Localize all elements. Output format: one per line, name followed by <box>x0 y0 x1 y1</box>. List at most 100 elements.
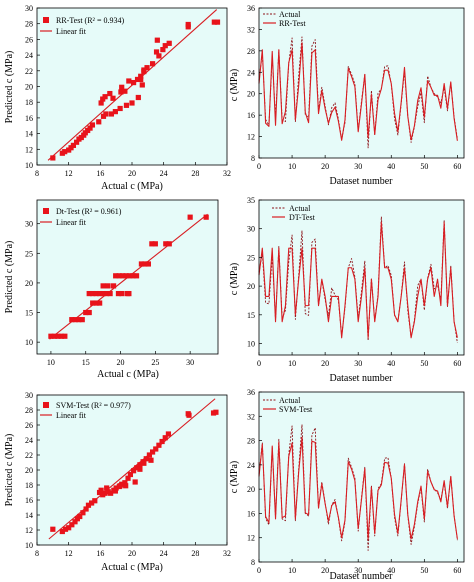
x-tick-label: 50 <box>420 566 428 575</box>
x-tick-label: 16 <box>96 549 104 558</box>
x-tick-label: 28 <box>191 169 199 178</box>
data-point <box>162 43 168 49</box>
y-tick-label: 12 <box>25 526 33 535</box>
data-point <box>55 333 61 339</box>
legend-scatter-label: SVM-Test (R² = 0.977) <box>56 401 131 410</box>
data-point <box>159 438 165 445</box>
y-tick-label: 25 <box>25 249 33 258</box>
legend-fit-label: Linear fit <box>56 218 87 227</box>
y-tick-label: 20 <box>25 279 33 288</box>
y-axis-label: c (MPa) <box>229 69 240 102</box>
data-point <box>122 88 128 94</box>
data-point <box>103 111 109 117</box>
y-tick-label: 8 <box>251 154 255 163</box>
data-point <box>92 498 98 504</box>
data-point <box>138 73 144 79</box>
data-point <box>152 241 158 247</box>
data-point <box>62 526 69 532</box>
x-tick-label: 20 <box>321 359 329 368</box>
data-point <box>119 290 125 297</box>
x-axis-label: Actual c (MPa) <box>101 181 163 192</box>
data-point <box>83 309 89 316</box>
data-point <box>166 241 172 247</box>
data-point <box>97 290 103 297</box>
data-point <box>100 290 106 297</box>
data-point <box>76 317 82 323</box>
y-tick-label: 14 <box>25 130 33 139</box>
y-tick-label: 26 <box>25 35 33 44</box>
legend-fit-label: Linear fit <box>56 411 87 420</box>
data-point <box>117 483 123 489</box>
y-tick-label: 20 <box>247 485 255 494</box>
y-tick-label: 16 <box>25 496 33 505</box>
data-point <box>156 442 162 448</box>
x-tick-label: 24 <box>160 549 168 558</box>
svm-scatter-panel: 8 12 16 20 24 28 32 10 12 14 16 18 20 22 24 26 28 30 SVM-… <box>4 391 231 573</box>
x-tick-label: 28 <box>191 549 199 558</box>
x-tick-label: 10 <box>288 566 296 575</box>
x-axis-label: Actual c (MPa) <box>101 562 163 573</box>
data-point <box>86 309 92 316</box>
data-point <box>66 525 72 531</box>
data-point <box>120 273 126 279</box>
data-point <box>98 100 104 106</box>
x-tick-label: 12 <box>65 169 73 178</box>
data-point <box>163 241 169 247</box>
y-tick-label: 28 <box>247 437 255 446</box>
x-tick-label: 30 <box>186 358 194 367</box>
data-point <box>214 19 221 25</box>
y-tick-label: 20 <box>25 466 33 475</box>
x-tick-label: 30 <box>354 162 362 171</box>
y-tick-label: 30 <box>25 391 33 400</box>
y-tick-label: 25 <box>247 253 255 262</box>
y-tick-label: 24 <box>25 51 33 60</box>
data-point <box>126 290 132 297</box>
data-point <box>137 462 143 468</box>
y-tick-label: 10 <box>25 338 33 347</box>
data-point <box>123 273 129 279</box>
data-point <box>104 485 110 491</box>
legend: Actual SVM-Test <box>263 396 313 414</box>
data-point <box>132 479 138 485</box>
plot-area <box>37 8 227 165</box>
data-point <box>110 283 117 289</box>
y-tick-label: 28 <box>25 406 33 415</box>
legend-actual-label: Actual <box>279 10 301 19</box>
y-tick-label: 8 <box>251 558 255 567</box>
data-point <box>187 214 193 220</box>
data-point <box>144 65 150 71</box>
data-point <box>137 466 143 472</box>
x-tick-label: 30 <box>354 566 362 575</box>
legend: SVM-Test (R² = 0.977) Linear fit <box>40 401 131 420</box>
data-point <box>146 452 153 458</box>
data-point <box>107 290 113 297</box>
data-point <box>123 102 130 108</box>
x-tick-label: 12 <box>65 549 73 558</box>
data-point <box>153 446 159 452</box>
y-tick-label: 24 <box>247 68 255 77</box>
plot-frame <box>36 199 219 355</box>
legend-actual-label: Actual <box>279 396 301 405</box>
data-point <box>93 290 99 297</box>
y-tick-label: 32 <box>247 25 255 34</box>
data-point <box>69 522 75 528</box>
data-point <box>86 290 92 297</box>
y-tick-label: 28 <box>247 47 255 56</box>
y-tick-label: 16 <box>247 509 255 518</box>
x-axis-label: Actual c (MPa) <box>97 369 159 380</box>
legend-test-label: DT-Test <box>289 213 316 222</box>
data-point <box>185 411 191 417</box>
data-point <box>93 300 99 306</box>
data-point <box>79 317 85 323</box>
y-tick-label: 30 <box>247 225 255 234</box>
legend-marker <box>43 402 49 408</box>
x-tick-label: 25 <box>151 358 159 367</box>
plot-frame <box>258 7 465 159</box>
data-point <box>113 273 119 279</box>
data-point <box>211 19 217 25</box>
data-point <box>50 155 56 161</box>
data-point <box>119 84 125 90</box>
data-point <box>126 78 132 84</box>
legend-marker <box>43 17 49 23</box>
x-tick-label: 15 <box>82 358 90 367</box>
